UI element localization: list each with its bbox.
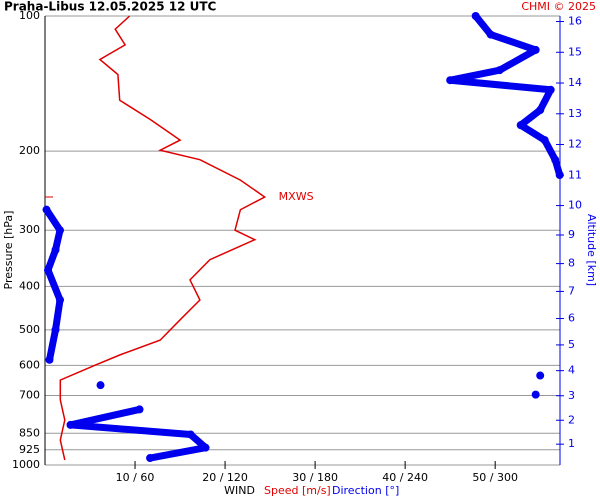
y2-tick-label: 1	[568, 437, 575, 450]
direction-point	[446, 76, 455, 85]
credit: CHMI © 2025	[521, 0, 596, 13]
direction-point	[516, 121, 525, 130]
y2-tick-label: 10	[568, 199, 582, 212]
direction-link	[146, 444, 210, 462]
y2-tick-label: 2	[568, 413, 575, 426]
direction-point	[495, 66, 504, 75]
y2-axis-label: Altitude [km]	[585, 214, 598, 286]
speed-line	[59, 15, 267, 461]
direction-point	[536, 371, 545, 380]
direction-point	[536, 106, 545, 115]
y-tick-label: 700	[19, 388, 40, 401]
direction-point	[56, 226, 65, 235]
y2-tick-label: 14	[568, 76, 582, 89]
y2-tick-label: 15	[568, 45, 582, 58]
y-tick-label: 100	[19, 9, 40, 22]
y2-tick-label: 16	[568, 15, 582, 28]
direction-point	[51, 325, 60, 334]
y-tick-label: 200	[19, 144, 40, 157]
x-tick-label: 10 / 60	[116, 471, 155, 484]
direction-point	[44, 266, 53, 275]
direction-point	[555, 170, 564, 179]
x-tick-label: 40 / 240	[382, 471, 428, 484]
direction-link	[46, 326, 60, 364]
direction-point	[486, 30, 495, 39]
y-tick-label: 300	[19, 223, 40, 236]
y2-tick-label: 6	[568, 312, 575, 325]
direction-point	[551, 155, 560, 164]
direction-point	[135, 405, 144, 414]
direction-link	[43, 206, 64, 234]
x-tick-label: 50 / 300	[472, 471, 518, 484]
y2-tick-label: 12	[568, 138, 582, 151]
direction-link	[52, 296, 64, 334]
y2-tick-label: 7	[568, 284, 575, 297]
direction-point	[56, 295, 65, 304]
y-tick-label: 500	[19, 323, 40, 336]
direction-point	[546, 85, 555, 94]
y2-tick-label: 11	[568, 168, 582, 181]
x-axis-label: WIND	[224, 484, 255, 497]
direction-point	[201, 443, 210, 452]
direction-point	[42, 205, 51, 214]
y2-tick-label: 4	[568, 364, 575, 377]
direction-point	[96, 381, 105, 390]
direction-link	[44, 266, 64, 304]
direction-point	[66, 420, 75, 429]
y2-tick-label: 3	[568, 389, 575, 402]
y-tick-label: 925	[19, 443, 40, 456]
direction-link	[67, 421, 195, 438]
direction-point	[51, 245, 60, 254]
x-axis-label-direction: Direction [°]	[332, 484, 399, 497]
y-tick-label: 600	[19, 358, 40, 371]
direction-link	[496, 46, 540, 74]
y-tick-label: 850	[19, 426, 40, 439]
y2-tick-label: 5	[568, 338, 575, 351]
annotation: MXWS	[279, 190, 314, 203]
direction-point	[531, 45, 540, 54]
x-tick-label: 30 / 180	[292, 471, 338, 484]
direction-link	[446, 76, 555, 94]
y2-tick-label: 8	[568, 257, 575, 270]
direction-link	[517, 106, 544, 129]
y2-tick-label: 9	[568, 228, 575, 241]
direction-point	[146, 454, 155, 463]
y-tick-label: 1000	[12, 458, 40, 471]
y-axis-label: Pressure [hPa]	[2, 211, 15, 290]
y2-tick-label: 13	[568, 107, 582, 120]
direction-point	[45, 355, 54, 364]
y-tick-label: 400	[19, 279, 40, 292]
chart-title: Praha-Libus 12.05.2025 12 UTC	[4, 0, 217, 14]
x-axis-label-speed: Speed [m/s]	[264, 484, 331, 497]
direction-point	[471, 12, 480, 20]
direction-point	[540, 136, 549, 145]
direction-point	[186, 430, 195, 439]
x-tick-label: 20 / 120	[202, 471, 248, 484]
direction-point	[531, 390, 540, 399]
direction-link	[487, 31, 540, 54]
direction-link	[517, 121, 549, 144]
